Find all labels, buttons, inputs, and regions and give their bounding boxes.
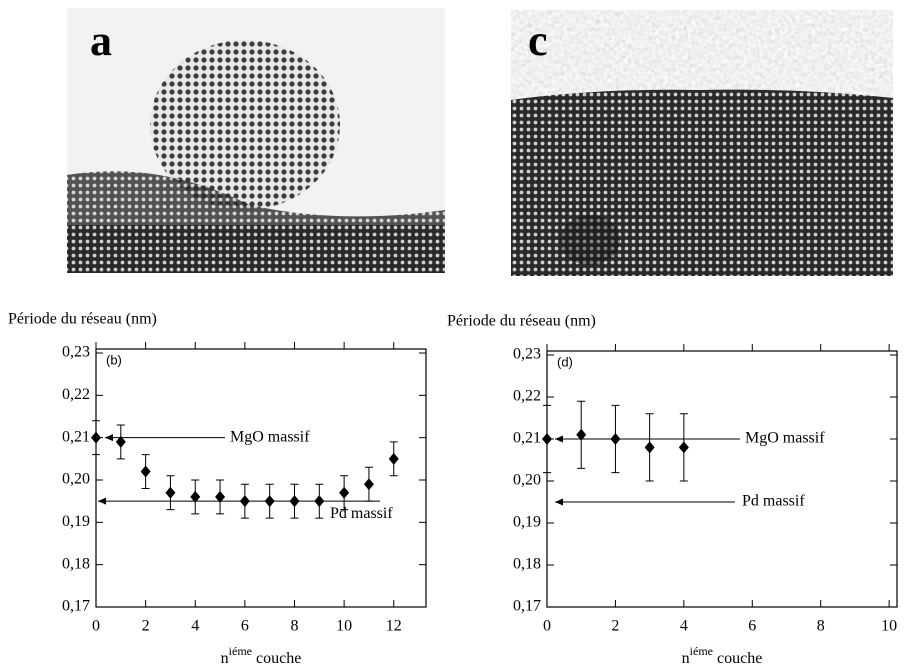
x-tick-label: 6 <box>748 618 756 635</box>
y-tick-label: 0,22 <box>62 386 90 403</box>
x-tick-label: 2 <box>142 618 150 635</box>
image-label: c <box>528 16 548 65</box>
data-point <box>610 433 621 445</box>
panel-label: (b) <box>106 352 122 367</box>
data-point <box>644 441 655 454</box>
x-tick-label: 12 <box>386 618 402 635</box>
x-axis-title: niéme couche <box>221 644 302 667</box>
y-tick-label: 0,22 <box>513 388 541 405</box>
annotation: MgO massif <box>745 430 825 447</box>
x-title-part: n <box>221 650 229 667</box>
y-tick-label: 0,17 <box>513 598 541 615</box>
data-point <box>91 431 101 444</box>
x-tick-label: 0 <box>543 618 551 635</box>
x-tick-label: 4 <box>191 618 199 635</box>
data-point <box>363 478 374 491</box>
x-tick-label: 10 <box>881 618 897 635</box>
x-title-part: couche <box>717 650 762 667</box>
y-tick-label: 0,19 <box>513 514 541 531</box>
data-point <box>140 465 151 478</box>
y-tick-label: 0,18 <box>62 555 90 572</box>
data-point <box>264 495 275 508</box>
panel-label: (d) <box>557 354 573 369</box>
y-tick-label: 0,17 <box>62 598 90 615</box>
data-point <box>388 452 399 465</box>
data-point <box>314 495 325 508</box>
data-point <box>542 433 552 445</box>
x-title-part: n <box>682 650 690 667</box>
x-tick-label: 8 <box>817 618 825 635</box>
x-tick-label: 10 <box>336 618 352 635</box>
data-point <box>115 435 126 448</box>
tem-image-a: a <box>67 8 445 273</box>
plot-frame <box>95 348 427 608</box>
annotation: MgO massif <box>230 428 310 445</box>
x-tick-label: 8 <box>290 618 298 635</box>
data-point <box>678 441 689 454</box>
arrow-head <box>555 498 563 506</box>
x-tick-label: 0 <box>92 618 100 635</box>
annotation: Pd massif <box>742 493 805 510</box>
data-point <box>190 490 201 503</box>
y-tick-label: 0,23 <box>513 346 541 363</box>
data-point <box>215 490 226 503</box>
tem-image-c: c <box>511 10 893 276</box>
x-tick-label: 6 <box>241 618 249 635</box>
y-tick-label: 0,23 <box>62 344 90 361</box>
x-title-sup: iéme <box>229 644 252 658</box>
x-title-sup: iéme <box>690 644 713 658</box>
annotation: Pd massif <box>330 505 393 522</box>
y-tick-label: 0,20 <box>513 472 541 489</box>
x-tick-label: 2 <box>611 618 619 635</box>
y-axis-title: Période du réseau (nm) <box>8 311 157 328</box>
y-axis-title: Période du réseau (nm) <box>447 313 596 330</box>
y-tick-label: 0,18 <box>513 556 541 573</box>
data-point <box>165 486 176 499</box>
data-point <box>239 495 250 508</box>
x-title-part: couche <box>256 650 301 667</box>
data-point <box>289 495 300 508</box>
y-tick-label: 0,20 <box>62 471 90 488</box>
x-tick-label: 4 <box>680 618 688 635</box>
plot-frame <box>546 350 898 608</box>
y-tick-label: 0,19 <box>62 513 90 530</box>
y-tick-label: 0,21 <box>513 430 541 447</box>
data-point <box>339 486 350 499</box>
arrow-head <box>105 434 113 442</box>
y-tick-label: 0,21 <box>62 428 90 445</box>
arrow-head <box>98 497 106 505</box>
arrow-head <box>555 435 563 443</box>
image-label: a <box>90 16 112 65</box>
data-point <box>576 428 587 441</box>
x-axis-title: niéme couche <box>682 644 763 667</box>
